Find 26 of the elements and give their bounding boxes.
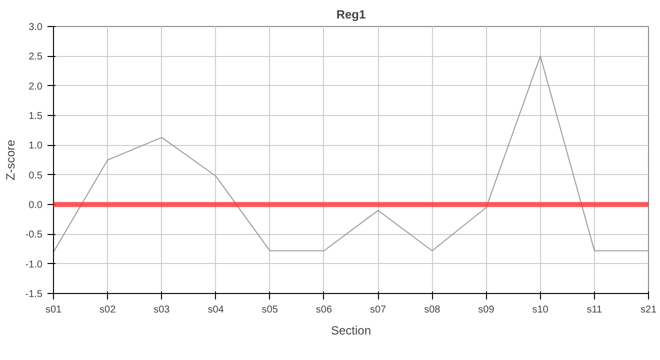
y-tick-label: -1.5 (25, 289, 43, 300)
x-tick-label: s07 (370, 304, 387, 316)
y-tick-label: 2.5 (28, 52, 43, 63)
x-tick-label: s04 (208, 304, 224, 316)
y-tick-label: 1.0 (28, 140, 43, 152)
y-axis-title: Z-score (3, 139, 18, 180)
y-tick-label: 2.0 (28, 81, 43, 92)
chart-title: Reg1 (336, 8, 366, 22)
x-tick-label: s03 (154, 304, 170, 316)
line-series (54, 56, 648, 252)
y-tick-label: -0.5 (25, 230, 43, 241)
x-tick-label: s08 (424, 304, 441, 316)
x-tick-label: s01 (45, 304, 62, 316)
x-tick-label: s09 (478, 304, 495, 316)
y-tick-label: 0.5 (28, 170, 43, 182)
x-axis-title: Section (330, 324, 372, 338)
y-tick-label: 1.5 (28, 111, 43, 122)
x-tick-label: s10 (532, 304, 549, 316)
x-tick-label: s05 (262, 304, 278, 316)
y-tick-label: -1.0 (25, 259, 43, 270)
y-tick-label: 0.0 (28, 200, 43, 211)
x-tick-label: s06 (316, 304, 332, 316)
x-tick-label: s21 (640, 304, 657, 316)
x-tick-label: s02 (100, 304, 116, 316)
x-tick-label: s11 (586, 304, 603, 316)
y-tick-label: 3.0 (28, 22, 43, 33)
